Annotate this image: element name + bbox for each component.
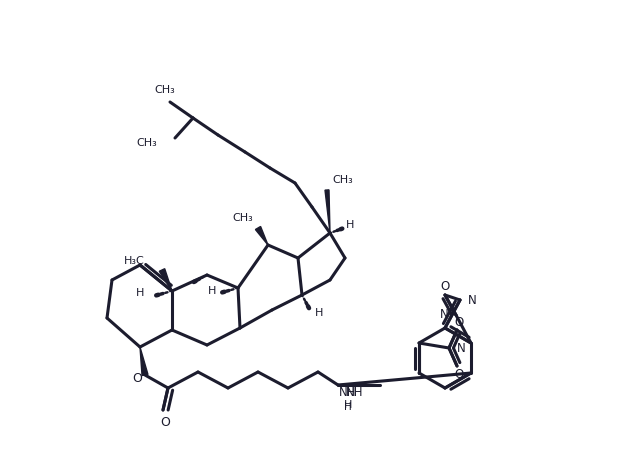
Polygon shape	[140, 347, 148, 376]
Text: N: N	[468, 293, 476, 306]
Text: O: O	[440, 281, 450, 293]
Text: H₃C: H₃C	[124, 256, 145, 266]
Text: H: H	[344, 402, 352, 412]
Text: CH₃: CH₃	[332, 175, 353, 185]
Text: H: H	[136, 288, 144, 298]
Text: H: H	[208, 286, 216, 296]
Text: N: N	[457, 342, 466, 354]
Polygon shape	[325, 190, 330, 233]
Text: NH: NH	[339, 386, 356, 400]
Text: H: H	[344, 400, 352, 410]
Text: CH₃: CH₃	[136, 138, 157, 148]
Text: O: O	[160, 415, 170, 429]
Text: H: H	[315, 308, 323, 318]
Text: CH₃: CH₃	[155, 85, 175, 95]
Polygon shape	[255, 227, 268, 245]
Text: H: H	[346, 220, 354, 230]
Text: N: N	[440, 308, 449, 321]
Text: O: O	[132, 371, 142, 384]
Polygon shape	[159, 269, 172, 291]
Text: NH: NH	[346, 386, 364, 400]
Text: O: O	[454, 368, 463, 381]
Text: O: O	[454, 315, 463, 329]
Text: CH₃: CH₃	[232, 213, 253, 223]
